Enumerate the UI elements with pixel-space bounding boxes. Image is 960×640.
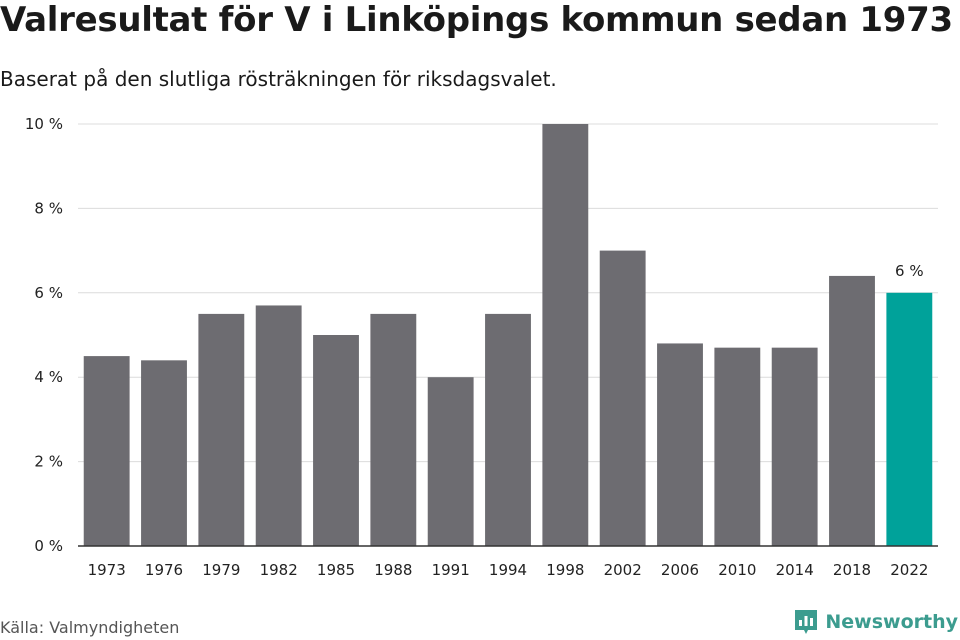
chart-title: Valresultat för V i Linköpings kommun se… [0, 0, 953, 40]
newsworthy-logo-icon [795, 610, 818, 634]
y-axis-ticks: 0 % 2 % 4 % 6 % 8 % 10 % [25, 115, 63, 555]
source-note: Källa: Valmyndigheten [0, 618, 180, 637]
x-tick-label: 2022 [890, 561, 928, 579]
x-tick-label: 2002 [604, 561, 642, 579]
y-tick-label: 8 % [34, 199, 63, 217]
x-tick-label: 2010 [718, 561, 756, 579]
x-tick-label: 1988 [374, 561, 412, 579]
x-tick-label: 1985 [317, 561, 355, 579]
x-tick-label: 2006 [661, 561, 699, 579]
bar-1976 [141, 360, 187, 546]
bar-2022 [886, 292, 933, 546]
bar-2010 [714, 347, 761, 546]
bar-1994 [485, 313, 531, 546]
bar-1982 [255, 305, 302, 546]
x-tick-label: 1998 [546, 561, 584, 579]
y-tick-label: 6 % [34, 284, 63, 302]
x-tick-label: 1973 [88, 561, 126, 579]
bar-chart: 0 % 2 % 4 % 6 % 8 % 10 % 1973 1976 1979 1982 1985… [25, 115, 938, 579]
bar-1979 [198, 313, 245, 546]
bars [83, 124, 933, 546]
bar-1988 [370, 313, 417, 546]
brand-name: Newsworthy [825, 611, 958, 633]
x-tick-label: 1979 [202, 561, 240, 579]
bar-2002 [599, 250, 646, 546]
y-tick-label: 4 % [34, 368, 63, 386]
bar-1985 [313, 335, 359, 546]
data-labels: 6 % [895, 262, 924, 280]
chart-subtitle: Baserat på den slutliga rösträkningen fö… [0, 67, 557, 91]
bar-1991 [427, 377, 474, 546]
x-tick-label: 1976 [145, 561, 183, 579]
bar-2014 [771, 347, 818, 546]
y-tick-label: 2 % [34, 453, 63, 471]
y-tick-label: 10 % [25, 115, 63, 133]
x-tick-label: 1994 [489, 561, 527, 579]
x-tick-label: 1991 [432, 561, 470, 579]
x-tick-label: 1982 [260, 561, 298, 579]
value-label: 6 % [895, 262, 924, 280]
x-tick-label: 2018 [833, 561, 871, 579]
bar-1973 [83, 356, 130, 546]
y-tick-label: 0 % [34, 537, 63, 555]
bar-2018 [829, 275, 875, 546]
bar-1998 [542, 124, 589, 546]
x-tick-label: 2014 [776, 561, 814, 579]
brand-logo: Newsworthy [793, 608, 958, 636]
x-axis-ticks: 1973 1976 1979 1982 1985 1988 1991 1994 1998 2002… [88, 561, 929, 579]
bar-2006 [657, 343, 703, 546]
